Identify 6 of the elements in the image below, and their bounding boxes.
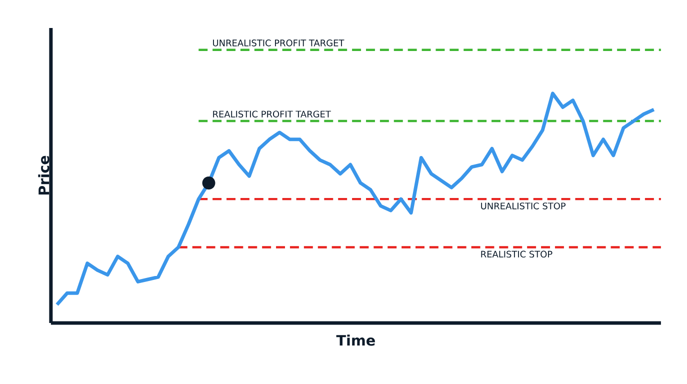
y-axis-title: Price xyxy=(38,156,50,195)
ref-line-label: UNREALISTIC PROFIT TARGET xyxy=(213,40,344,46)
x-axis-title: Time xyxy=(336,334,375,346)
ref-line-label: UNREALISTIC STOP xyxy=(481,202,566,210)
ref-line-label: REALISTIC PROFIT TARGET xyxy=(213,110,331,118)
ref-line-label: REALISTIC STOP xyxy=(481,250,552,258)
